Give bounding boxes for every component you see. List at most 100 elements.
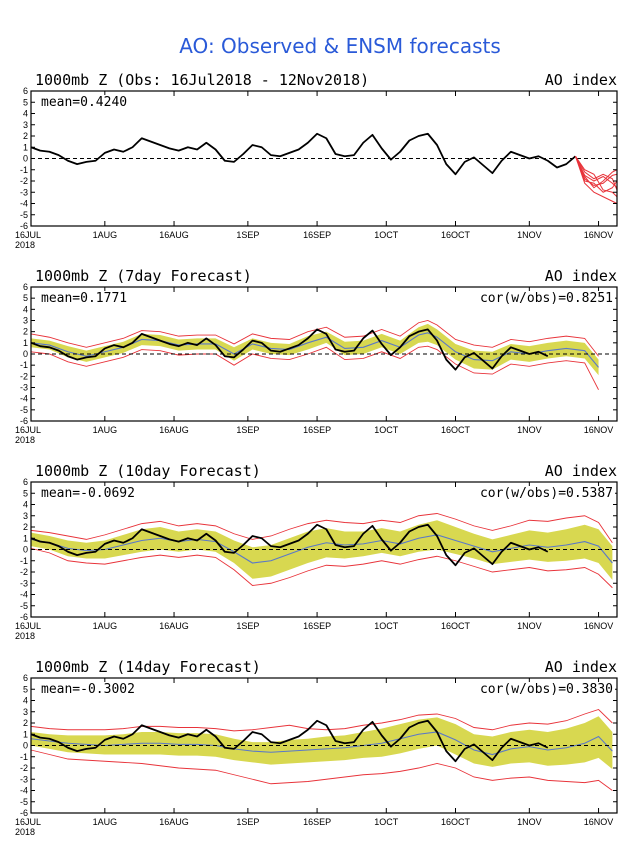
panel-right-label: AO index (545, 658, 617, 676)
mean-label-bg (39, 291, 130, 306)
y-tick-label: 2 (23, 131, 28, 141)
panel-right-label: AO index (545, 462, 617, 480)
x-tick-label: 16NOV (584, 817, 614, 827)
y-tick-label: 3 (23, 707, 28, 717)
y-tick-label: -1 (20, 360, 28, 370)
x-tick-label: 16JUL (15, 817, 41, 827)
y-tick-label: -2 (20, 567, 28, 577)
panel-right-label: AO index (545, 71, 617, 89)
y-tick-label: -4 (20, 394, 28, 404)
y-tick-label: -5 (20, 797, 28, 807)
y-tick-label: 1 (23, 338, 28, 348)
x-tick-label: 16OCT (441, 621, 471, 631)
y-tick-label: 5 (23, 684, 28, 694)
y-tick-label: -3 (20, 383, 28, 393)
y-tick-label: -6 (20, 612, 28, 622)
cor-label-bg (477, 682, 615, 697)
member-envelope-upper (30, 708, 613, 732)
y-tick-label: 6 (23, 282, 28, 292)
spread-band (31, 520, 613, 580)
y-tick-label: 4 (23, 696, 28, 706)
x-tick-label: 1SEP (236, 817, 259, 827)
y-tick-label: -4 (20, 786, 28, 796)
x-tick-label: 1NOV (517, 621, 542, 631)
x-tick-label: 16OCT (441, 817, 471, 827)
observed-line (30, 328, 549, 371)
y-tick-label: -2 (20, 763, 28, 773)
mean-label: mean=0.1771 (41, 291, 127, 306)
x-tick-label: 1SEP (236, 425, 259, 435)
y-tick-label: 3 (23, 316, 28, 326)
x-tick-label: 1SEP (236, 621, 259, 631)
x-tick-label: 16NOV (584, 621, 614, 631)
y-tick-label: 2 (23, 718, 28, 728)
x-tick-label: 16SEP (303, 817, 331, 827)
spread-band (31, 716, 613, 770)
x-tick-label: 1AUG (93, 230, 118, 240)
y-tick-label: -5 (20, 405, 28, 415)
ensemble-mean-line (30, 731, 613, 756)
cor-label: cor(w/obs)=0.5387 (480, 486, 613, 501)
x-tick-label: 1NOV (517, 425, 542, 435)
y-tick-label: -6 (20, 808, 28, 818)
x-tick-label: 1AUG (93, 425, 118, 435)
x-tick-label: 1OCT (374, 230, 399, 240)
x-tick-label: 16OCT (441, 425, 471, 435)
y-tick-label: -2 (20, 176, 28, 186)
x-tick-label: 16OCT (441, 230, 471, 240)
x-year-label: 2018 (15, 631, 35, 641)
y-tick-label: 0 (23, 154, 28, 164)
observed-line (30, 523, 549, 567)
member-envelope-lower (30, 547, 613, 589)
y-tick-label: 0 (23, 741, 28, 751)
y-tick-label: -4 (20, 590, 28, 600)
y-tick-label: -1 (20, 556, 28, 566)
y-tick-label: 0 (23, 545, 28, 555)
x-tick-label: 16SEP (303, 621, 331, 631)
x-tick-label: 16SEP (303, 230, 331, 240)
x-tick-label: 16NOV (584, 425, 614, 435)
mean-label: mean=-0.0692 (41, 486, 135, 501)
y-tick-label: 6 (23, 86, 28, 96)
main-title: AO: Observed & ENSM forecasts (179, 34, 501, 58)
y-tick-label: -3 (20, 774, 28, 784)
y-tick-label: -6 (20, 221, 28, 231)
x-tick-label: 16JUL (15, 230, 41, 240)
y-tick-label: 1 (23, 142, 28, 152)
mean-label-bg (39, 486, 137, 501)
y-tick-label: -1 (20, 165, 28, 175)
mean-label-bg (39, 95, 130, 110)
panel-2: 1000mb Z (7day Forecast) AO index6543210-… (15, 267, 618, 445)
x-tick-label: 1AUG (93, 621, 118, 631)
x-tick-label: 1OCT (374, 817, 399, 827)
y-tick-label: 1 (23, 533, 28, 543)
member-line-4 (575, 155, 618, 198)
x-tick-label: 16AUG (159, 817, 189, 827)
y-tick-label: 4 (23, 304, 28, 314)
y-tick-label: -6 (20, 416, 28, 426)
panel-title: 1000mb Z (Obs: 16Jul2018 - 12Nov2018) (35, 71, 369, 89)
y-tick-label: 6 (23, 673, 28, 683)
y-tick-label: 5 (23, 97, 28, 107)
x-tick-label: 16NOV (584, 230, 614, 240)
y-tick-label: -5 (20, 210, 28, 220)
x-year-label: 2018 (15, 827, 35, 837)
x-tick-label: 16SEP (303, 425, 331, 435)
observed-line (30, 132, 577, 176)
x-tick-label: 1NOV (517, 817, 542, 827)
ensemble-mean-line (30, 534, 613, 564)
member-envelope-lower (30, 345, 599, 390)
x-year-label: 2018 (15, 240, 35, 250)
y-tick-label: -5 (20, 601, 28, 611)
y-tick-label: -4 (20, 199, 28, 209)
y-tick-label: -2 (20, 371, 28, 381)
member-envelope-upper (30, 513, 613, 544)
panel-1: 1000mb Z (Obs: 16Jul2018 - 12Nov2018) AO … (15, 71, 618, 250)
y-tick-label: 6 (23, 477, 28, 487)
panels: 1000mb Z (Obs: 16Jul2018 - 12Nov2018) AO … (15, 71, 618, 837)
x-year-label: 2018 (15, 435, 35, 445)
x-tick-label: 1OCT (374, 425, 399, 435)
y-tick-label: 5 (23, 488, 28, 498)
